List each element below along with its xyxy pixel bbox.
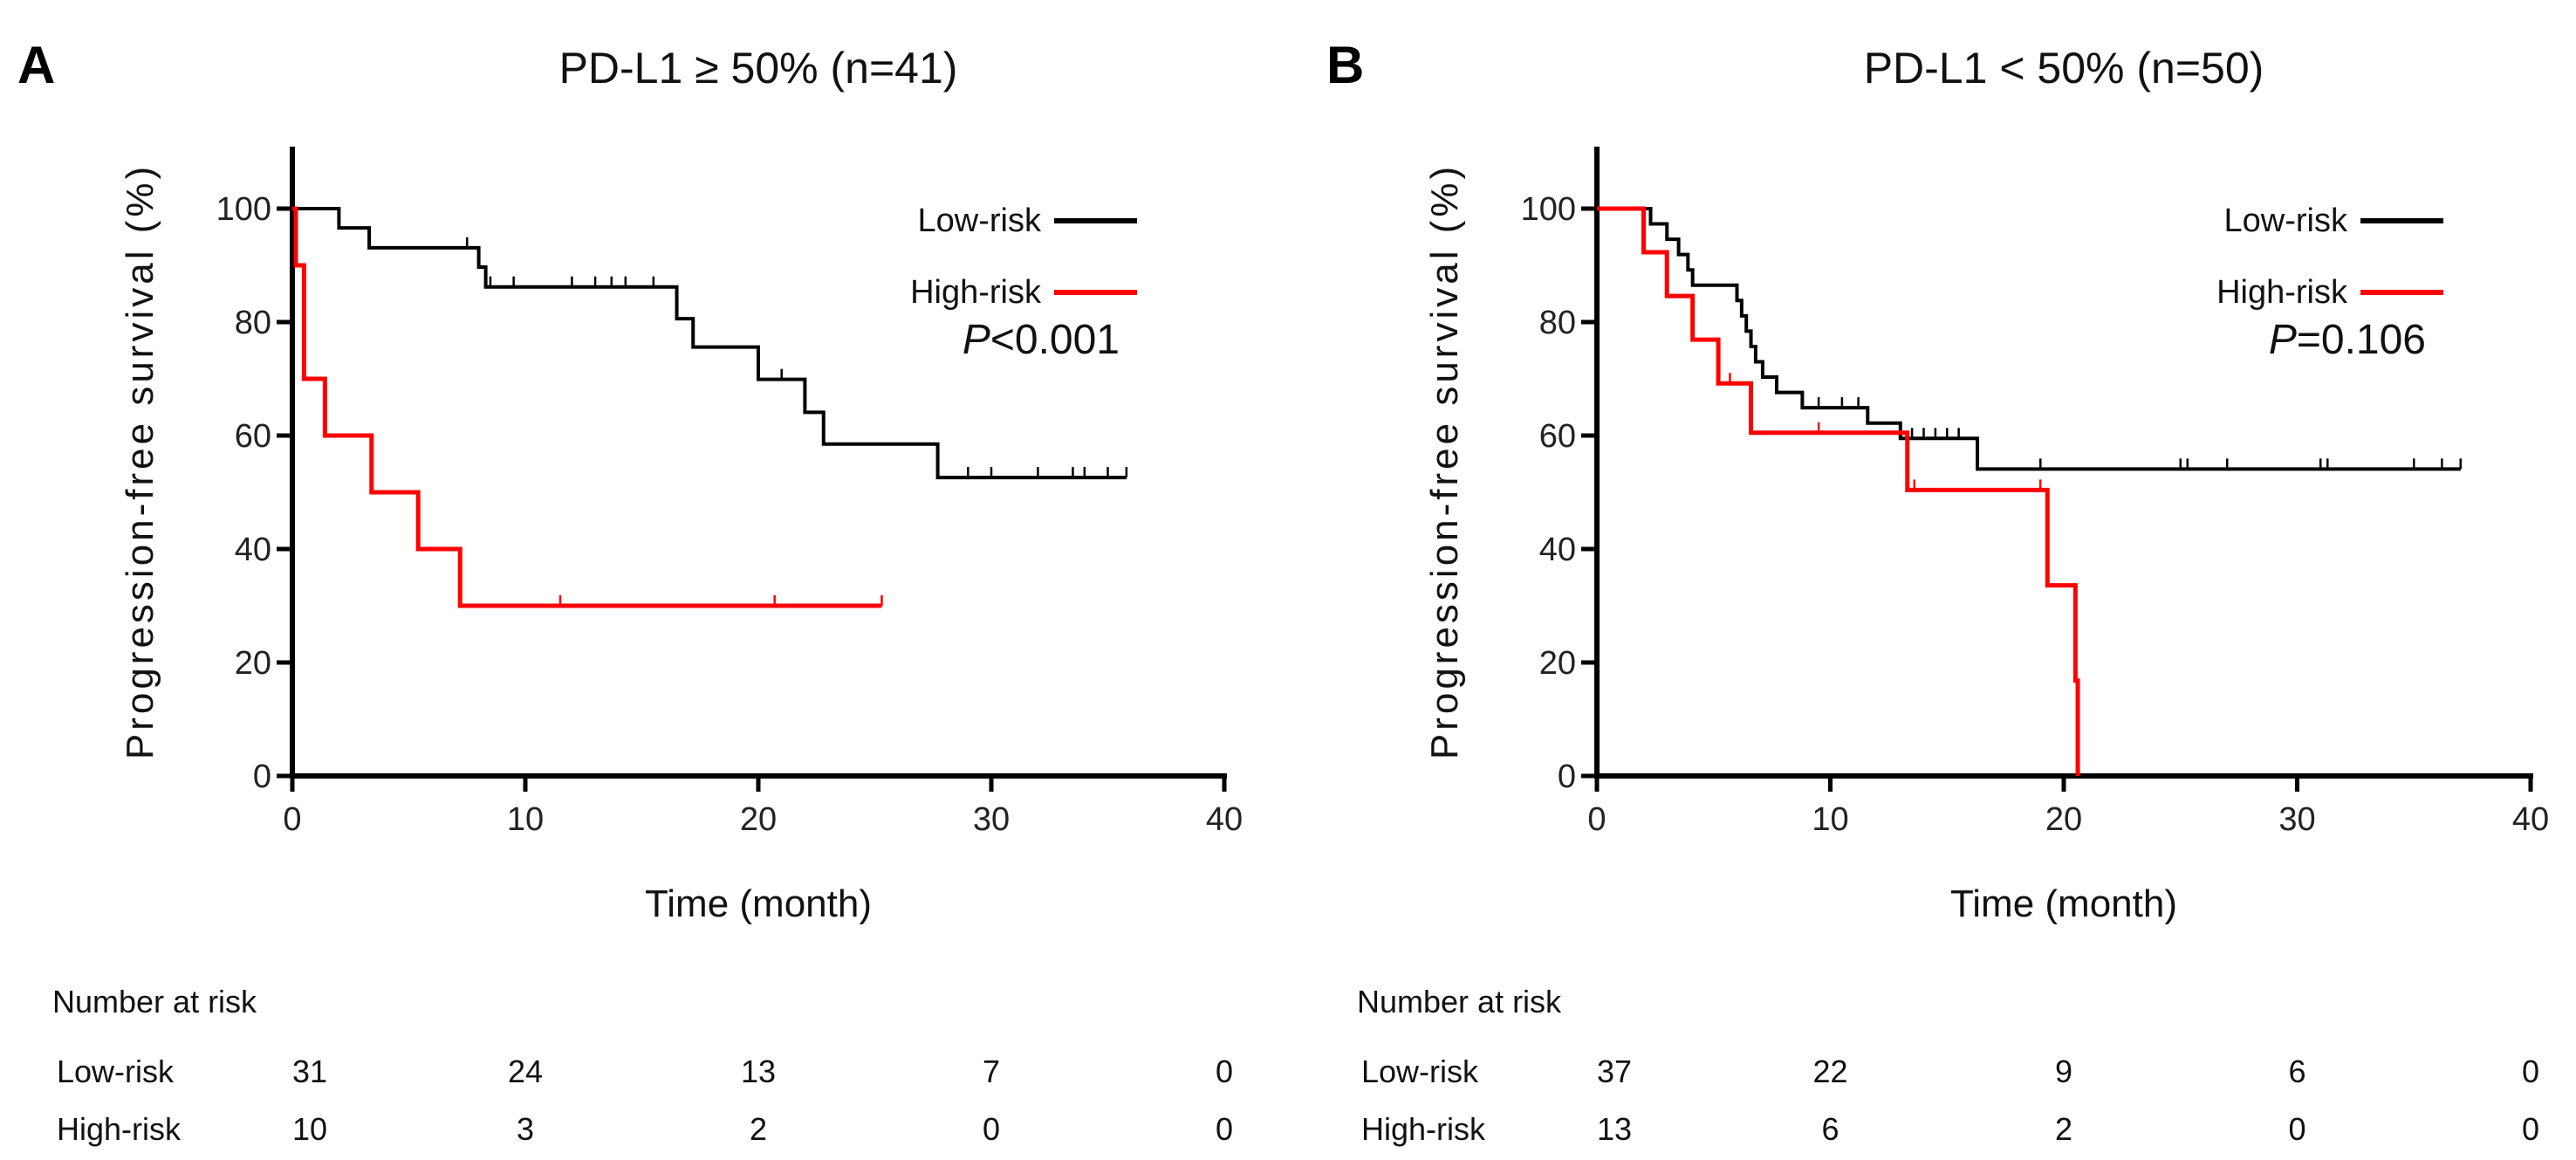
risk-value: 0 bbox=[1216, 1111, 1233, 1147]
x-tick-label: 20 bbox=[740, 801, 777, 838]
risk-value: 7 bbox=[983, 1054, 1000, 1089]
x-tick-label: 30 bbox=[2278, 801, 2315, 838]
risk-value: 3 bbox=[517, 1111, 534, 1147]
y-tick-label: 0 bbox=[253, 758, 271, 795]
y-tick-label: 100 bbox=[1521, 191, 1576, 228]
risk-table-title: Number at risk bbox=[1357, 984, 1562, 1019]
y-tick-label: 80 bbox=[235, 305, 271, 341]
panel-label: A bbox=[17, 36, 55, 94]
risk-value: 22 bbox=[1812, 1054, 1847, 1089]
x-tick-label: 20 bbox=[2045, 801, 2082, 838]
panel-label: B bbox=[1326, 36, 1364, 94]
y-tick-label: 60 bbox=[1539, 418, 1576, 455]
x-tick-label: 10 bbox=[507, 801, 544, 838]
chart-title: PD-L1 < 50% (n=50) bbox=[1864, 44, 2264, 93]
p-value-text: =0.106 bbox=[2297, 317, 2426, 363]
legend-label: High-risk bbox=[910, 274, 1042, 311]
y-tick-label: 100 bbox=[216, 191, 271, 228]
legend-label: High-risk bbox=[2216, 274, 2348, 311]
y-axis-label: Progression-free survival (%) bbox=[1423, 163, 1466, 759]
risk-row-label: Low-risk bbox=[1361, 1054, 1479, 1089]
y-tick-label: 80 bbox=[1539, 305, 1576, 341]
x-tick-label: 40 bbox=[1206, 801, 1243, 838]
y-tick-label: 0 bbox=[1558, 758, 1576, 795]
risk-row-label: Low-risk bbox=[57, 1054, 175, 1089]
risk-value: 6 bbox=[1821, 1111, 1839, 1147]
p-value-italic: P bbox=[2269, 317, 2297, 363]
risk-row-label: High-risk bbox=[57, 1111, 182, 1147]
x-axis-label: Time (month) bbox=[1950, 882, 2177, 925]
y-axis-label: Progression-free survival (%) bbox=[119, 163, 161, 759]
p-value-text: <0.001 bbox=[990, 317, 1120, 363]
risk-value: 31 bbox=[292, 1054, 327, 1089]
x-tick-label: 10 bbox=[1812, 801, 1848, 838]
risk-value: 0 bbox=[2288, 1111, 2305, 1147]
x-tick-label: 0 bbox=[1587, 801, 1606, 838]
risk-value: 13 bbox=[741, 1054, 776, 1089]
risk-value: 37 bbox=[1597, 1054, 1632, 1089]
x-axis-label: Time (month) bbox=[645, 882, 872, 925]
series-line-low-risk bbox=[292, 207, 1127, 480]
risk-value: 24 bbox=[508, 1054, 543, 1089]
risk-value: 0 bbox=[983, 1111, 1000, 1147]
p-value-italic: P bbox=[963, 317, 990, 363]
risk-value: 2 bbox=[750, 1111, 767, 1147]
risk-value: 10 bbox=[292, 1111, 327, 1147]
y-tick-label: 40 bbox=[235, 532, 271, 568]
x-tick-label: 40 bbox=[2512, 801, 2549, 838]
risk-value: 0 bbox=[2522, 1111, 2539, 1147]
series-line-low-risk bbox=[1597, 207, 2461, 471]
y-tick-label: 20 bbox=[235, 645, 271, 682]
x-tick-label: 0 bbox=[283, 801, 301, 838]
risk-value: 2 bbox=[2055, 1111, 2072, 1147]
chart-title: PD-L1 ≥ 50% (n=41) bbox=[559, 44, 958, 93]
p-value: P<0.001 bbox=[963, 317, 1120, 363]
legend-label: Low-risk bbox=[918, 202, 1042, 239]
risk-value: 6 bbox=[2288, 1054, 2305, 1089]
y-tick-label: 40 bbox=[1539, 532, 1576, 568]
series-line-high-risk bbox=[292, 206, 882, 608]
p-value: P=0.106 bbox=[2269, 317, 2426, 363]
risk-value: 9 bbox=[2055, 1054, 2072, 1089]
risk-value: 13 bbox=[1597, 1111, 1632, 1147]
x-tick-label: 30 bbox=[973, 801, 1010, 838]
series-line-high-risk bbox=[1597, 206, 2080, 776]
y-tick-label: 20 bbox=[1539, 645, 1576, 682]
legend-label: Low-risk bbox=[2224, 202, 2348, 239]
risk-row-label: High-risk bbox=[1361, 1111, 1486, 1147]
risk-table-title: Number at risk bbox=[52, 984, 257, 1019]
risk-value: 0 bbox=[2522, 1054, 2539, 1089]
y-tick-label: 60 bbox=[235, 418, 271, 455]
risk-value: 0 bbox=[1216, 1054, 1233, 1089]
